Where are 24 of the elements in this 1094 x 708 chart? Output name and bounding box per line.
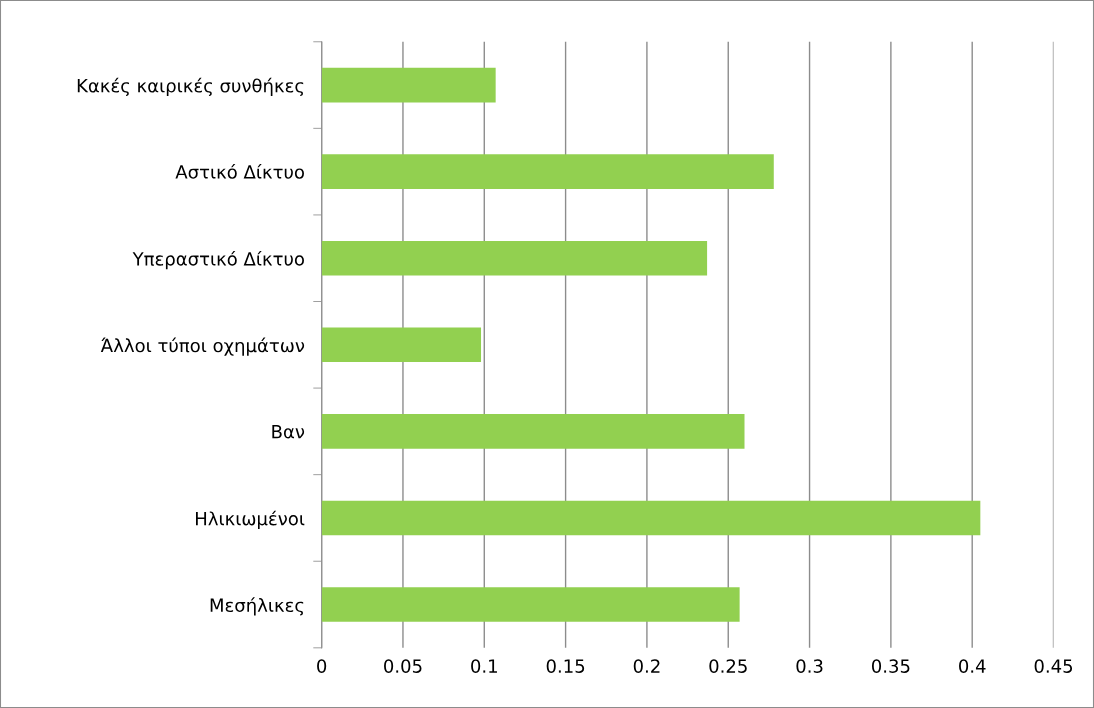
x-tick-label: 0.35: [871, 659, 910, 673]
bar: [321, 587, 740, 622]
x-tick-label: 0.1: [471, 659, 497, 673]
bar: [321, 500, 981, 536]
x-tick-label: 0.4: [959, 659, 986, 673]
y-tick-label: Άλλοι τύποι οχημάτων: [100, 337, 305, 356]
bar: [321, 327, 482, 363]
bar: [321, 154, 774, 189]
y-tick-label: Μεσήλικες: [210, 597, 304, 616]
bar: [321, 240, 708, 276]
x-tick-label: 0.3: [796, 659, 823, 673]
bar: [321, 414, 745, 449]
y-tick-label: Βαν: [272, 425, 305, 439]
x-tick-label: 0.45: [1034, 659, 1073, 673]
y-tick-label: Υπεραστικό Δίκτυο: [132, 251, 304, 270]
bar: [321, 67, 496, 103]
y-tick-label: Κακές καιρικές συνθήκες: [77, 77, 304, 97]
y-tick-label: Ηλικιωμένοι: [196, 510, 305, 529]
x-tick-label: 0: [317, 659, 327, 673]
x-tick-label: 0.15: [546, 659, 585, 673]
y-tick-label: Αστικό Δίκτυο: [175, 164, 304, 179]
x-tick-label: 0.2: [633, 659, 660, 673]
x-tick-label: 0.05: [384, 659, 422, 673]
x-tick-label: 0.25: [709, 659, 747, 673]
